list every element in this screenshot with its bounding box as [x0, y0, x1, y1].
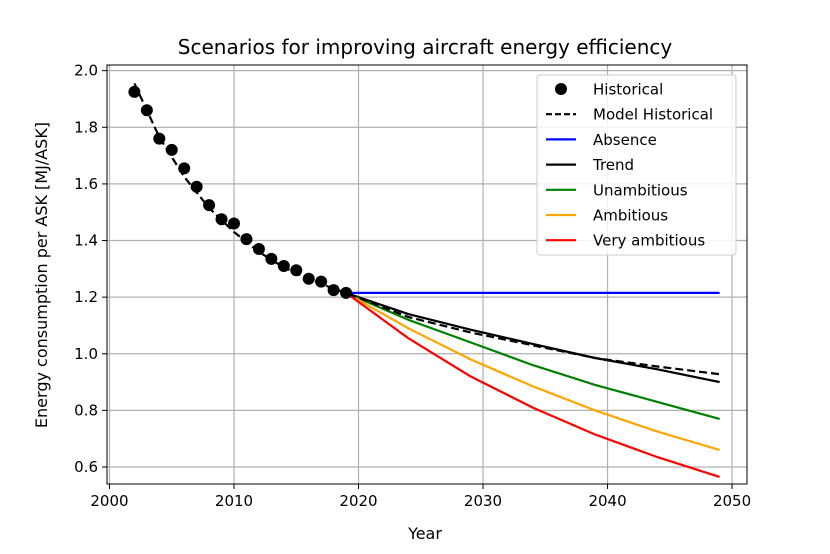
series-line-unambitious [345, 291, 720, 420]
legend-label-historical: Historical [593, 81, 663, 99]
historical-point [228, 217, 241, 230]
historical-point [215, 213, 228, 226]
x-tick-label: 2040 [588, 492, 626, 510]
y-tick-label: 1.6 [74, 175, 98, 193]
historical-point [327, 284, 340, 297]
historical-point [128, 85, 141, 98]
historical-point [290, 264, 303, 277]
y-tick-label: 1.2 [74, 288, 98, 306]
y-axis-label: Energy consumption per ASK [MJ/ASK] [32, 122, 51, 428]
historical-point [165, 143, 178, 156]
x-tick-label: 2000 [90, 492, 128, 510]
x-tick-label: 2050 [713, 492, 751, 510]
historical-point [153, 132, 166, 145]
legend-marker-historical [555, 83, 567, 95]
historical-point [340, 286, 353, 299]
x-tick-label: 2020 [339, 492, 377, 510]
y-tick-label: 1.0 [74, 345, 98, 363]
historical-point [178, 162, 191, 175]
plot-frame [106, 64, 748, 485]
y-tick-label: 1.4 [74, 232, 98, 250]
y-tick-label: 2.0 [74, 62, 98, 80]
legend-label-trend: Trend [592, 156, 634, 174]
legend-label-model_historical: Model Historical [593, 106, 713, 124]
y-tick-label: 0.6 [74, 458, 98, 476]
historical-points [128, 85, 353, 299]
chart-title: Scenarios for improving aircraft energy … [178, 35, 673, 59]
y-tick-label: 0.8 [74, 401, 98, 419]
legend: Historical Model Historical Absence Trend Un… [536, 74, 737, 256]
x-tick-label: 2030 [464, 492, 502, 510]
historical-point [265, 252, 278, 265]
historical-point [140, 104, 153, 117]
historical-point [252, 243, 265, 256]
x-axis-label: Year [407, 524, 442, 543]
series-line-trend [345, 291, 720, 384]
legend-label-unambitious: Unambitious [593, 181, 688, 199]
x-tick-label: 2010 [215, 492, 253, 510]
series-line-ambitious [345, 291, 720, 452]
legend-label-ambitious: Ambitious [593, 207, 668, 225]
historical-point [315, 275, 328, 288]
y-tick-label: 1.8 [74, 118, 98, 136]
historical-point [203, 199, 216, 212]
historical-point [277, 260, 290, 273]
legend-box [536, 74, 737, 256]
series-line-very_ambitious [345, 292, 720, 478]
legend-label-absence: Absence [593, 131, 657, 149]
historical-point [190, 180, 203, 193]
historical-point [302, 272, 315, 285]
legend-label-very_ambitious: Very ambitious [593, 232, 705, 250]
historical-point [240, 233, 253, 246]
axis-ticks: 2000 2010 2020 2030 2040 2050 0.6 0.8 1.0 1.2 1.4 1… [74, 62, 751, 510]
